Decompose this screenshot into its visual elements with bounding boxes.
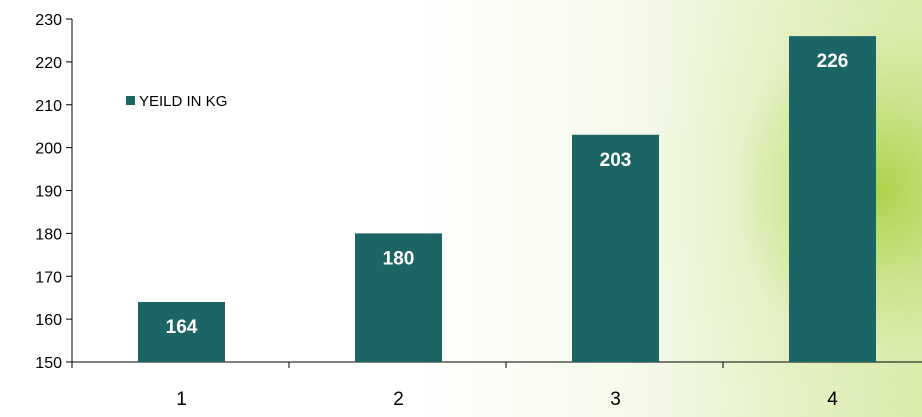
legend: YEILD IN KG: [126, 93, 227, 110]
y-tick-label: 170: [35, 269, 62, 286]
y-tick-label: 190: [35, 184, 62, 201]
bar: [355, 233, 442, 362]
x-tick-label: 4: [827, 389, 838, 410]
bar: [789, 36, 876, 363]
y-tick-label: 230: [35, 12, 62, 29]
legend-swatch: [126, 96, 135, 105]
y-tick-label: 160: [35, 312, 62, 329]
data-label: 164: [166, 317, 198, 338]
bar: [138, 301, 225, 362]
data-label: 180: [383, 248, 415, 269]
y-axis: 150 160 170 180 190 200 210 220 230: [35, 12, 73, 372]
data-label: 226: [817, 51, 849, 72]
y-tick-label: 220: [35, 55, 62, 72]
x-tick-label: 1: [176, 389, 187, 410]
x-tick-label: 2: [393, 389, 404, 410]
y-tick-label: 200: [35, 141, 62, 158]
y-tick-label: 150: [35, 355, 62, 372]
data-label: 203: [600, 150, 632, 171]
x-axis: 1 2 3 4: [71, 361, 922, 410]
bar: [572, 134, 659, 362]
legend-label: YEILD IN KG: [139, 93, 227, 110]
x-tick-label: 3: [610, 389, 621, 410]
y-tick-label: 180: [35, 226, 62, 243]
bars: 164 180 203 226: [138, 36, 876, 363]
y-tick-label: 210: [35, 98, 62, 115]
